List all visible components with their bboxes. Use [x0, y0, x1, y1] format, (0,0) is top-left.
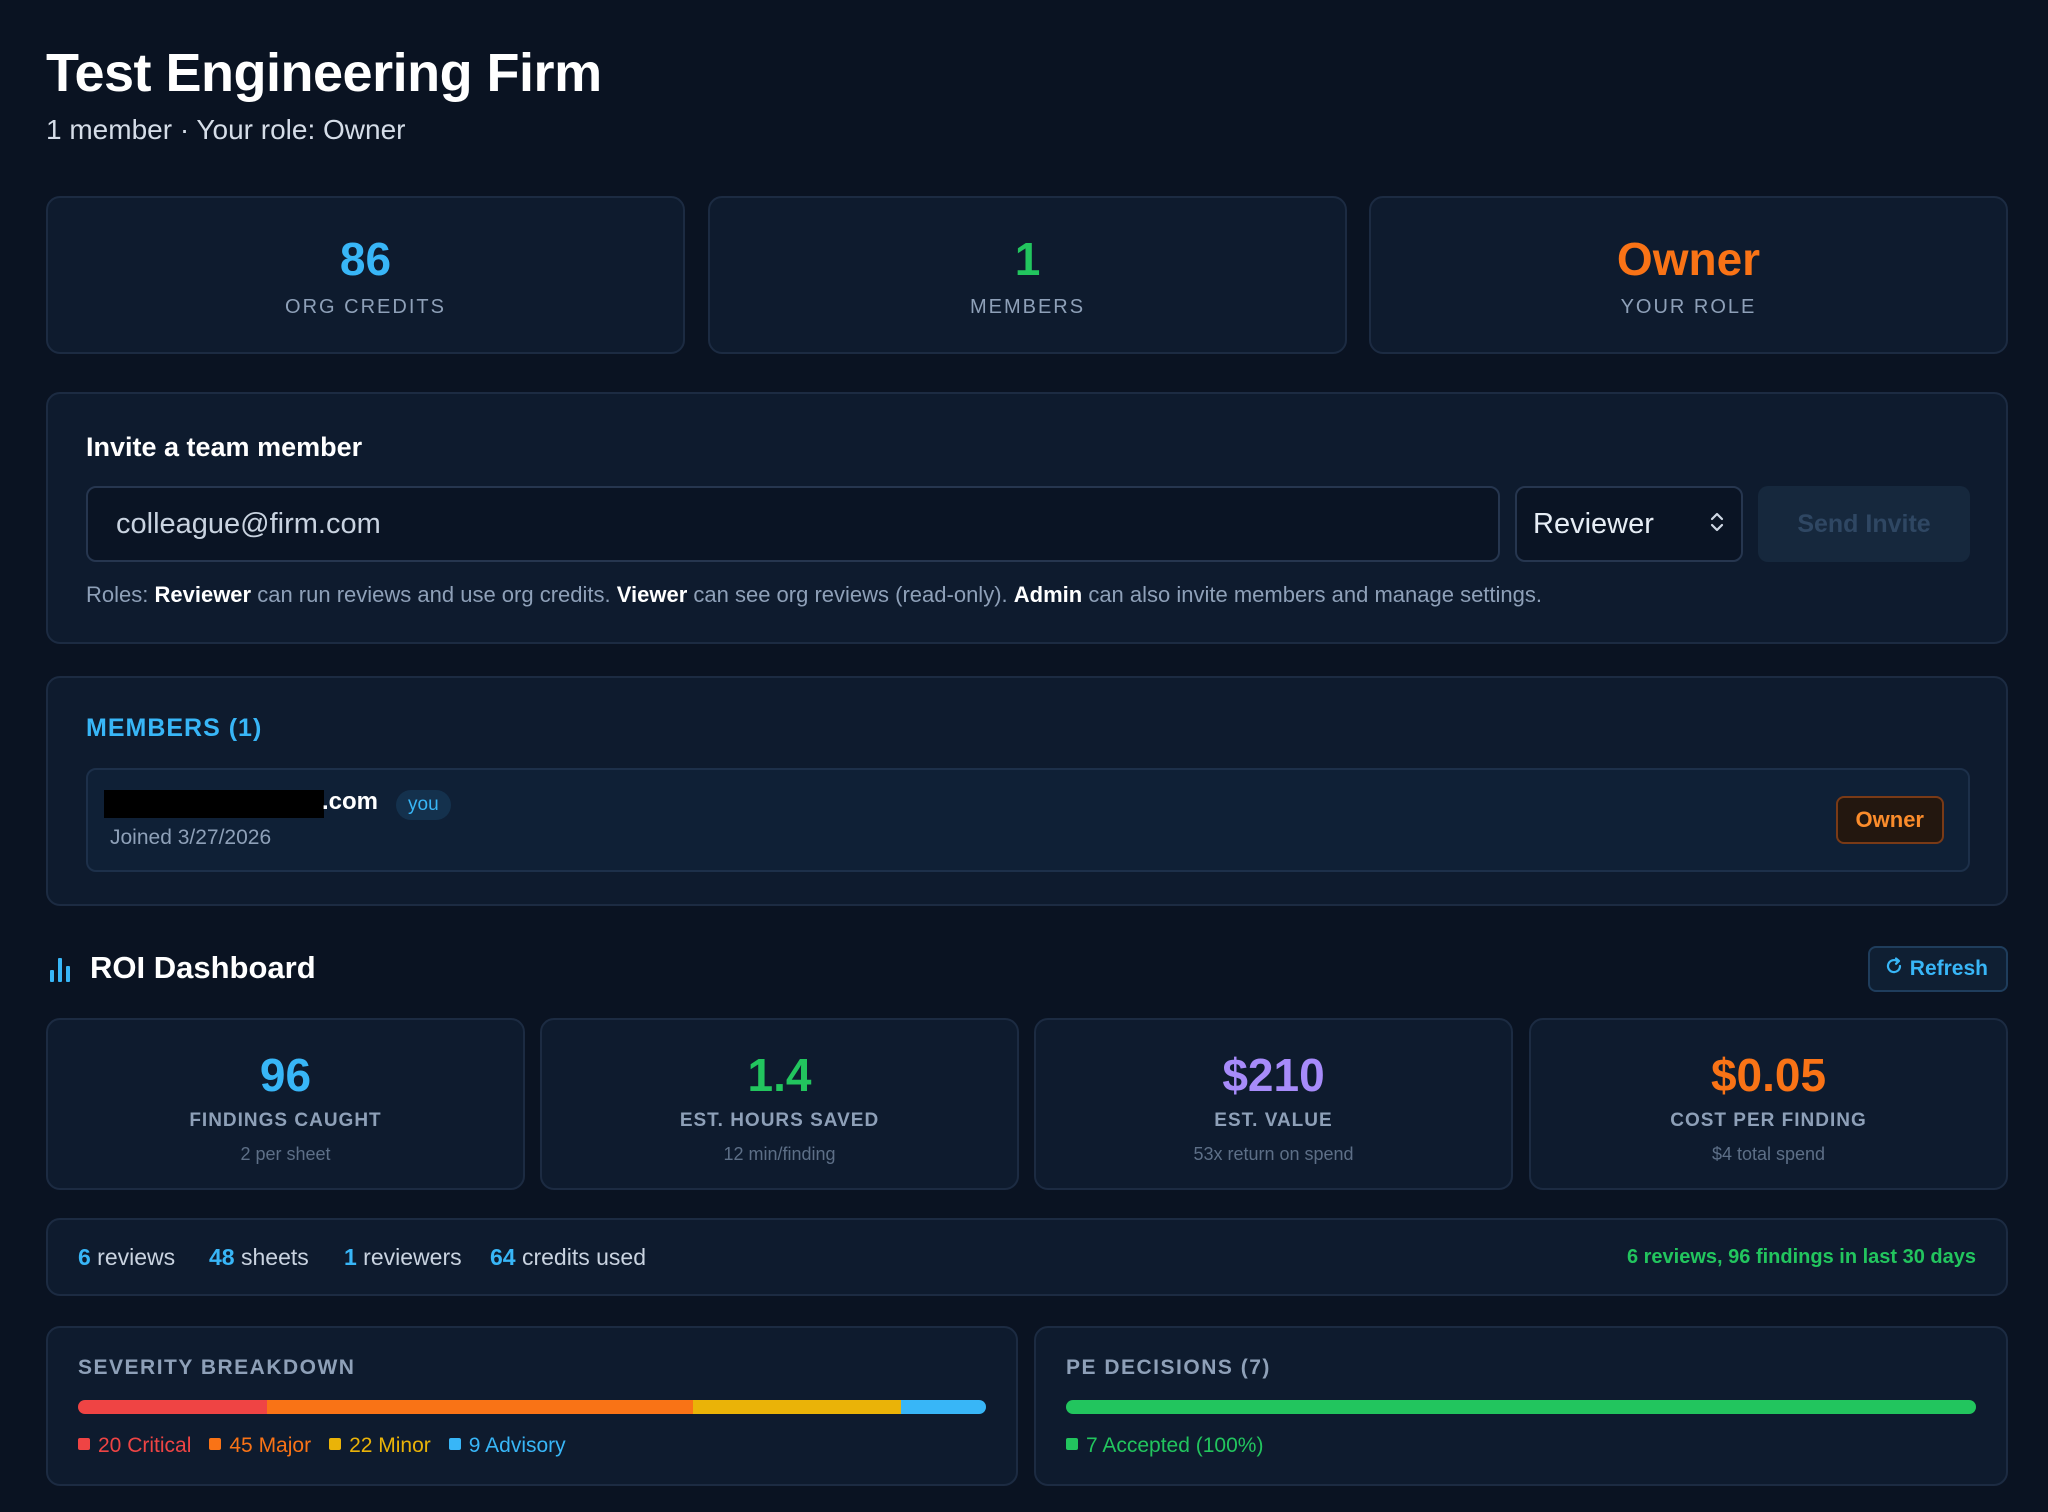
- decisions-legend-item: 7 Accepted (100%): [1066, 1434, 1263, 1458]
- roi-value: $0.05: [1710, 1049, 1827, 1101]
- severity-breakdown-card: SEVERITY BREAKDOWN 20 Critical 45 Major 22…: [46, 1326, 1018, 1486]
- severity-bar-segment: [900, 1400, 986, 1414]
- members-card: MEMBERS (1) .com you Joined 3/27/2026 Ow…: [46, 676, 2008, 906]
- severity-legend-swatch: [78, 1438, 90, 1451]
- severity-bar-segment: [267, 1400, 693, 1414]
- severity-legend-swatch: [209, 1438, 222, 1451]
- decisions-title: PE DECISIONS (7): [1066, 1356, 1271, 1379]
- page-subtitle: 1 member · Your role: Owner: [46, 114, 406, 145]
- refresh-button[interactable]: Refresh: [1867, 946, 2008, 992]
- member-row[interactable]: .com you Joined 3/27/2026 Owner: [86, 768, 1970, 872]
- roi-label: EST. VALUE: [1214, 1110, 1333, 1131]
- stat-value: 1: [1014, 233, 1041, 285]
- invite-email-input[interactable]: [86, 486, 1500, 562]
- stat-card-members: 1 MEMBERS: [708, 196, 1347, 354]
- send-invite-button[interactable]: Send Invite: [1758, 486, 1970, 562]
- refresh-label: Refresh: [1909, 957, 1988, 980]
- strip-credits: 64 credits used: [490, 1244, 646, 1271]
- member-role-badge: Owner: [1835, 796, 1944, 844]
- roi-label: FINDINGS CAUGHT: [189, 1110, 382, 1131]
- role-select[interactable]: Reviewer: [1515, 486, 1743, 562]
- page-title: Test Engineering Firm: [46, 43, 602, 103]
- severity-legend-item: 22 Minor: [329, 1434, 431, 1458]
- strip-reviews: 6 reviews: [78, 1244, 175, 1271]
- member-joined-date: Joined 3/27/2026: [110, 826, 272, 849]
- stat-value: 86: [339, 233, 392, 285]
- severity-legend-item: 45 Major: [209, 1434, 311, 1458]
- roles-help-prefix: Roles:: [86, 582, 155, 607]
- roi-sub: 2 per sheet: [240, 1144, 331, 1164]
- stat-label: MEMBERS: [969, 296, 1086, 318]
- strip-reviews-label: reviews: [90, 1244, 176, 1270]
- refresh-icon: [1884, 956, 1904, 982]
- recent-activity-summary: 6 reviews, 96 findings in last 30 days: [1626, 1246, 1976, 1268]
- roi-card-hours: 1.4 EST. HOURS SAVED 12 min/finding: [540, 1018, 1019, 1190]
- roi-card-cost: $0.05 COST PER FINDING $4 total spend: [1529, 1018, 2008, 1190]
- bar-chart-icon: [50, 958, 72, 982]
- decisions-legend-swatch: [1066, 1438, 1078, 1451]
- strip-reviews-count: 6: [78, 1244, 91, 1270]
- strip-reviewers-count: 1: [344, 1244, 357, 1270]
- stat-label: ORG CREDITS: [285, 296, 446, 318]
- strip-credits-label: credits used: [515, 1244, 646, 1270]
- roi-value: 1.4: [747, 1049, 812, 1101]
- member-email: .com: [322, 788, 379, 815]
- severity-legend-item: 9 Advisory: [448, 1434, 566, 1458]
- severity-legend-swatch: [448, 1438, 461, 1451]
- roles-help-viewer-desc: can see org reviews (read-only).: [687, 582, 1014, 607]
- decisions-bar: [1066, 1400, 1976, 1414]
- roi-header: ROI Dashboard Refresh: [46, 946, 2008, 996]
- strip-sheets-label: sheets: [234, 1244, 309, 1270]
- roi-title: ROI Dashboard: [90, 950, 316, 985]
- roles-help-reviewer: Reviewer: [154, 582, 252, 607]
- decisions-legend: 7 Accepted (100%): [1066, 1434, 1263, 1458]
- chevron-up-down-icon: [1709, 510, 1725, 538]
- severity-bar-segment: [692, 1400, 901, 1414]
- severity-legend-label: 9 Advisory: [468, 1434, 566, 1457]
- roi-card-value: $210 EST. VALUE 53x return on spend: [1034, 1018, 1513, 1190]
- activity-strip: 6 reviews 48 sheets 1 reviewers 64 credi…: [46, 1218, 2008, 1296]
- roi-sub: 53x return on spend: [1193, 1144, 1354, 1164]
- severity-legend-swatch: [329, 1438, 342, 1451]
- strip-reviewers-label: reviewers: [356, 1244, 462, 1270]
- strip-reviewers: 1 reviewers: [344, 1244, 462, 1271]
- roi-value: 96: [259, 1049, 312, 1101]
- roles-help-text: Roles: Reviewer can run reviews and use …: [86, 582, 1542, 608]
- redacted-email: [104, 790, 324, 818]
- strip-sheets: 48 sheets: [209, 1244, 309, 1271]
- stat-label: YOUR ROLE: [1620, 296, 1757, 318]
- role-select-value: Reviewer: [1533, 507, 1654, 540]
- roles-help-viewer: Viewer: [616, 582, 688, 607]
- severity-legend-label: 22 Minor: [349, 1434, 431, 1457]
- pe-decisions-card: PE DECISIONS (7) 7 Accepted (100%): [1034, 1326, 2008, 1486]
- severity-bar-segment: [78, 1400, 268, 1414]
- roi-label: EST. HOURS SAVED: [679, 1110, 880, 1131]
- severity-title: SEVERITY BREAKDOWN: [78, 1356, 356, 1379]
- roi-sub: 12 min/finding: [723, 1144, 836, 1164]
- decisions-bar-segment: [1066, 1400, 1976, 1414]
- roi-card-findings: 96 FINDINGS CAUGHT 2 per sheet: [46, 1018, 525, 1190]
- roi-label: COST PER FINDING: [1670, 1110, 1867, 1131]
- stat-card-your-role: Owner YOUR ROLE: [1369, 196, 2008, 354]
- stat-card-org-credits: 86 ORG CREDITS: [46, 196, 685, 354]
- strip-sheets-count: 48: [209, 1244, 235, 1270]
- severity-legend-label: 45 Major: [229, 1434, 312, 1457]
- invite-title: Invite a team member: [86, 432, 363, 462]
- you-badge: you: [396, 790, 451, 820]
- decisions-legend-label: 7 Accepted (100%): [1086, 1434, 1264, 1457]
- roles-help-admin-desc: can also invite members and manage setti…: [1082, 582, 1543, 607]
- roi-sub: $4 total spend: [1711, 1144, 1826, 1164]
- severity-legend-item: 20 Critical: [78, 1434, 191, 1458]
- severity-legend: 20 Critical 45 Major 22 Minor 9 Advisory: [78, 1434, 566, 1458]
- roles-help-admin: Admin: [1013, 582, 1083, 607]
- roles-help-reviewer-desc: can run reviews and use org credits.: [251, 582, 617, 607]
- stat-value: Owner: [1616, 233, 1761, 285]
- severity-bar: [78, 1400, 986, 1414]
- severity-legend-label: 20 Critical: [98, 1434, 192, 1457]
- strip-credits-count: 64: [490, 1244, 516, 1270]
- members-title: MEMBERS (1): [86, 714, 263, 742]
- invite-card: Invite a team member Reviewer Send Invit…: [46, 392, 2008, 644]
- roi-value: $210: [1222, 1049, 1325, 1101]
